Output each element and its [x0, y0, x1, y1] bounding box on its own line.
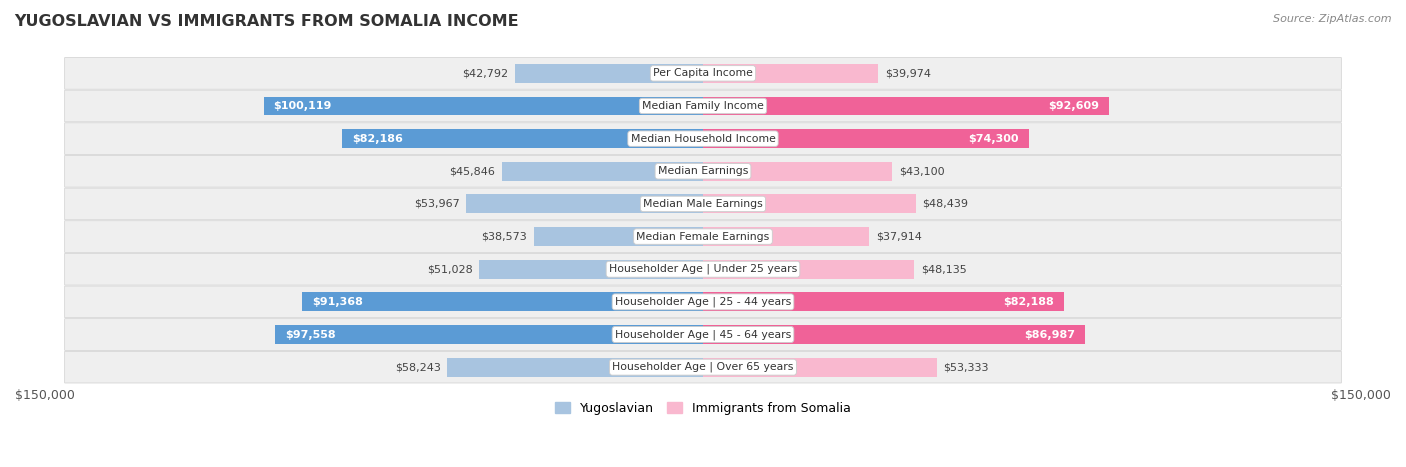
Bar — [703, 129, 1029, 148]
Bar — [703, 194, 915, 213]
FancyBboxPatch shape — [65, 90, 1341, 122]
Text: Per Capita Income: Per Capita Income — [652, 68, 754, 78]
Text: $92,609: $92,609 — [1049, 101, 1099, 111]
Bar — [703, 162, 891, 181]
Text: $42,792: $42,792 — [463, 68, 509, 78]
Text: $97,558: $97,558 — [285, 330, 336, 340]
Bar — [467, 194, 703, 213]
Text: $58,243: $58,243 — [395, 362, 441, 372]
Legend: Yugoslavian, Immigrants from Somalia: Yugoslavian, Immigrants from Somalia — [550, 396, 856, 420]
Text: Householder Age | Over 65 years: Householder Age | Over 65 years — [612, 362, 794, 372]
Text: Median Household Income: Median Household Income — [630, 134, 776, 144]
Bar — [515, 64, 703, 83]
Text: $53,967: $53,967 — [413, 199, 460, 209]
Text: Householder Age | Under 25 years: Householder Age | Under 25 years — [609, 264, 797, 275]
Text: $82,188: $82,188 — [1002, 297, 1053, 307]
FancyBboxPatch shape — [65, 286, 1341, 318]
Bar — [502, 162, 703, 181]
Text: $45,846: $45,846 — [450, 166, 495, 176]
Bar — [534, 227, 703, 246]
Bar — [302, 292, 703, 311]
Text: $48,439: $48,439 — [922, 199, 969, 209]
Bar — [703, 358, 936, 376]
Text: $51,028: $51,028 — [427, 264, 472, 274]
Text: $39,974: $39,974 — [884, 68, 931, 78]
Text: $43,100: $43,100 — [898, 166, 945, 176]
Bar — [264, 97, 703, 115]
Bar — [703, 260, 914, 279]
Bar — [703, 292, 1063, 311]
FancyBboxPatch shape — [65, 351, 1341, 383]
Text: Householder Age | 45 - 64 years: Householder Age | 45 - 64 years — [614, 329, 792, 340]
Text: Householder Age | 25 - 44 years: Householder Age | 25 - 44 years — [614, 297, 792, 307]
Text: $37,914: $37,914 — [876, 232, 922, 241]
Text: Source: ZipAtlas.com: Source: ZipAtlas.com — [1274, 14, 1392, 24]
Text: Median Male Earnings: Median Male Earnings — [643, 199, 763, 209]
Text: $82,186: $82,186 — [353, 134, 404, 144]
Text: $100,119: $100,119 — [274, 101, 332, 111]
Text: $53,333: $53,333 — [943, 362, 988, 372]
Bar — [276, 325, 703, 344]
Text: Median Female Earnings: Median Female Earnings — [637, 232, 769, 241]
Bar — [479, 260, 703, 279]
FancyBboxPatch shape — [65, 156, 1341, 187]
Text: $74,300: $74,300 — [969, 134, 1019, 144]
Text: $86,987: $86,987 — [1024, 330, 1074, 340]
FancyBboxPatch shape — [65, 123, 1341, 155]
Bar — [703, 97, 1109, 115]
Text: YUGOSLAVIAN VS IMMIGRANTS FROM SOMALIA INCOME: YUGOSLAVIAN VS IMMIGRANTS FROM SOMALIA I… — [14, 14, 519, 29]
Bar — [343, 129, 703, 148]
Bar — [703, 227, 869, 246]
FancyBboxPatch shape — [65, 318, 1341, 350]
Text: Median Family Income: Median Family Income — [643, 101, 763, 111]
Text: $38,573: $38,573 — [481, 232, 527, 241]
Bar — [447, 358, 703, 376]
Bar — [703, 64, 879, 83]
FancyBboxPatch shape — [65, 254, 1341, 285]
Text: $91,368: $91,368 — [312, 297, 363, 307]
Bar — [703, 325, 1084, 344]
FancyBboxPatch shape — [65, 57, 1341, 89]
Text: Median Earnings: Median Earnings — [658, 166, 748, 176]
Text: $48,135: $48,135 — [921, 264, 966, 274]
FancyBboxPatch shape — [65, 221, 1341, 252]
FancyBboxPatch shape — [65, 188, 1341, 220]
